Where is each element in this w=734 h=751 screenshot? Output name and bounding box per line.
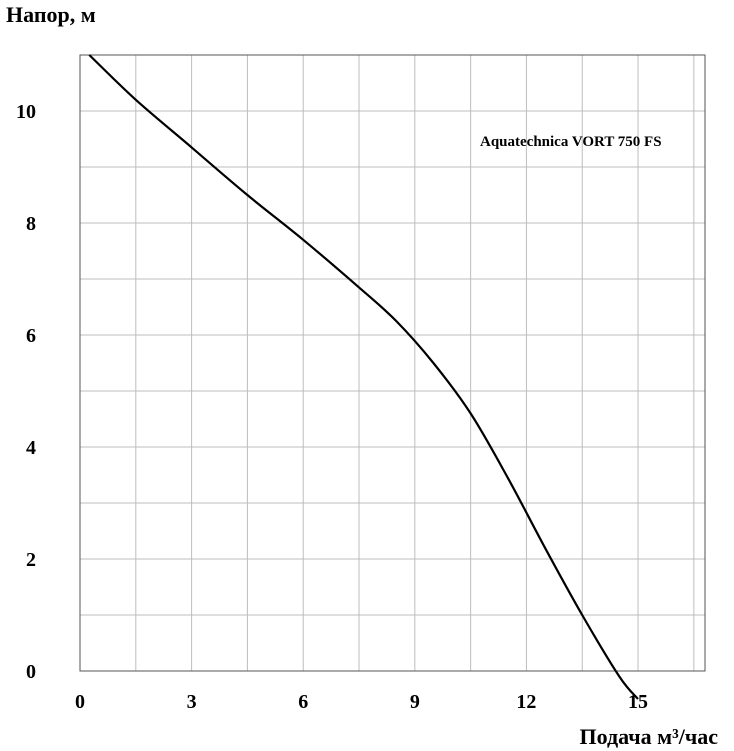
plot-frame: [79, 54, 706, 672]
series-line: [88, 54, 639, 700]
x-tick-label: 9: [410, 691, 420, 713]
x-tick-label: 12: [516, 691, 536, 713]
x-tick-label: 6: [298, 691, 308, 713]
y-tick-label: 4: [26, 437, 36, 459]
series-legend-label: Aquatechnica VORT 750 FS: [480, 134, 662, 150]
y-axis-title: Напор, м: [6, 2, 96, 27]
x-tick-label: 0: [75, 691, 85, 713]
y-tick-label: 6: [26, 325, 36, 347]
y-tick-label: 8: [26, 213, 36, 235]
tick-labels: 0 3 6 9 12 15 0 2 4 6 8 10: [16, 101, 648, 713]
y-tick-label: 2: [26, 549, 36, 571]
curve-layer: [88, 54, 639, 700]
y-tick-label: 0: [26, 661, 36, 683]
x-tick-label: 15: [628, 691, 648, 713]
x-tick-label: 3: [187, 691, 197, 713]
y-tick-label: 10: [16, 101, 36, 123]
x-axis-title: Подача м³/час: [580, 724, 719, 749]
